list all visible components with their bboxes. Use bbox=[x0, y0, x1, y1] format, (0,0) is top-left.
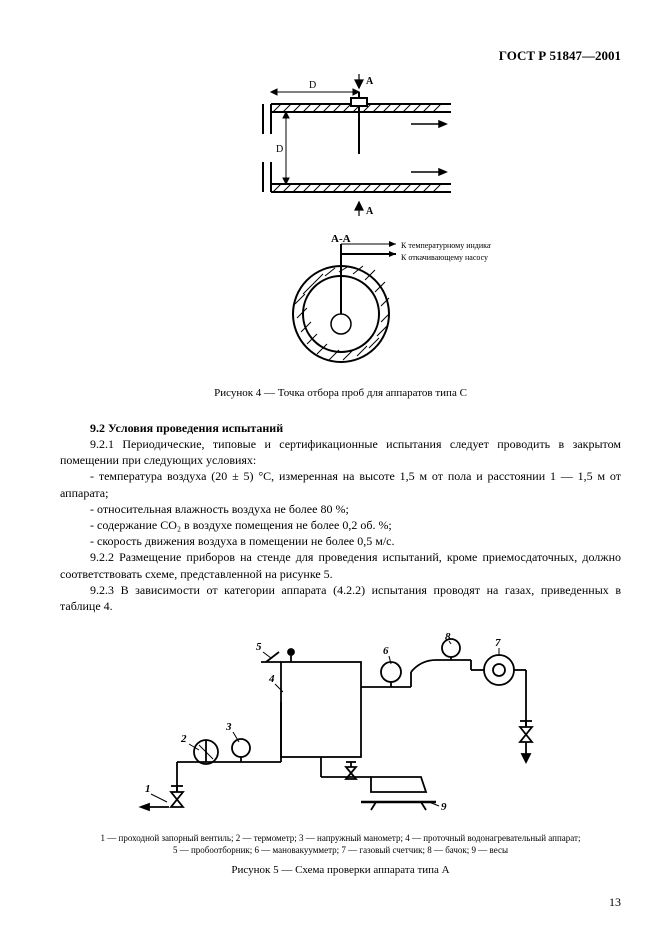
fig5-num-9: 9 bbox=[441, 801, 447, 813]
fig5-legend-line1: 1 — проходной запорный вентиль; 2 — терм… bbox=[101, 833, 581, 843]
fig5-num-3: 3 bbox=[225, 721, 232, 733]
standard-header: ГОСТ Р 51847—2001 bbox=[60, 48, 621, 64]
para-9-2-2: 9.2.2 Размещение приборов на стенде для … bbox=[60, 549, 621, 581]
list-item-3: - содержание CO₂ в воздухе помещения не … bbox=[60, 517, 621, 533]
fig4-annot-2: К откачивающему насосу bbox=[401, 253, 488, 262]
fig5-num-5: 5 bbox=[256, 641, 262, 653]
list-item-4: - скорость движения воздуха в помещении … bbox=[60, 533, 621, 549]
figure-4: А D D А А-А bbox=[60, 74, 621, 399]
page-number: 13 bbox=[609, 895, 621, 910]
fig4-section-label: А-А bbox=[331, 233, 351, 245]
figure-5-legend: 1 — проходной запорный вентиль; 2 — терм… bbox=[60, 833, 621, 856]
fig5-num-4: 4 bbox=[268, 673, 275, 685]
section-9-2-title: 9.2 Условия проведения испытаний bbox=[90, 421, 621, 436]
para-9-2-1: 9.2.1 Периодические, типовые и сертифика… bbox=[60, 436, 621, 468]
list-item-1: - температура воздуха (20 ± 5) °C, измер… bbox=[60, 468, 621, 500]
fig4-label-a-top: А bbox=[366, 76, 374, 87]
fig4-annot-1: К температурному индикатору bbox=[401, 241, 491, 250]
figure-5-caption: Рисунок 5 — Схема проверки аппарата типа… bbox=[60, 864, 621, 876]
fig4-label-d-side: D bbox=[276, 144, 283, 155]
body-text-block: 9.2.1 Периодические, типовые и сертифика… bbox=[60, 436, 621, 614]
fig4-label-d-top: D bbox=[309, 80, 316, 91]
list-item-2: - относительная влажность воздуха не бол… bbox=[60, 501, 621, 517]
fig5-num-2: 2 bbox=[180, 733, 187, 745]
fig5-num-1: 1 bbox=[145, 783, 151, 795]
fig4-label-a-bottom: А bbox=[366, 206, 374, 217]
figure-5: 1 2 3 4 5 6 7 8 9 1 — проходной bbox=[60, 632, 621, 876]
figure-4-caption: Рисунок 4 — Точка отбора проб для аппара… bbox=[60, 387, 621, 399]
para-9-2-3: 9.2.3 В зависимости от категории аппарат… bbox=[60, 582, 621, 614]
fig5-num-6: 6 bbox=[383, 645, 389, 657]
fig5-num-8: 8 bbox=[445, 632, 451, 643]
fig5-legend-line2: 5 — пробоотборник; 6 — мановакуумметр; 7… bbox=[173, 845, 508, 855]
fig5-num-7: 7 bbox=[495, 637, 501, 649]
